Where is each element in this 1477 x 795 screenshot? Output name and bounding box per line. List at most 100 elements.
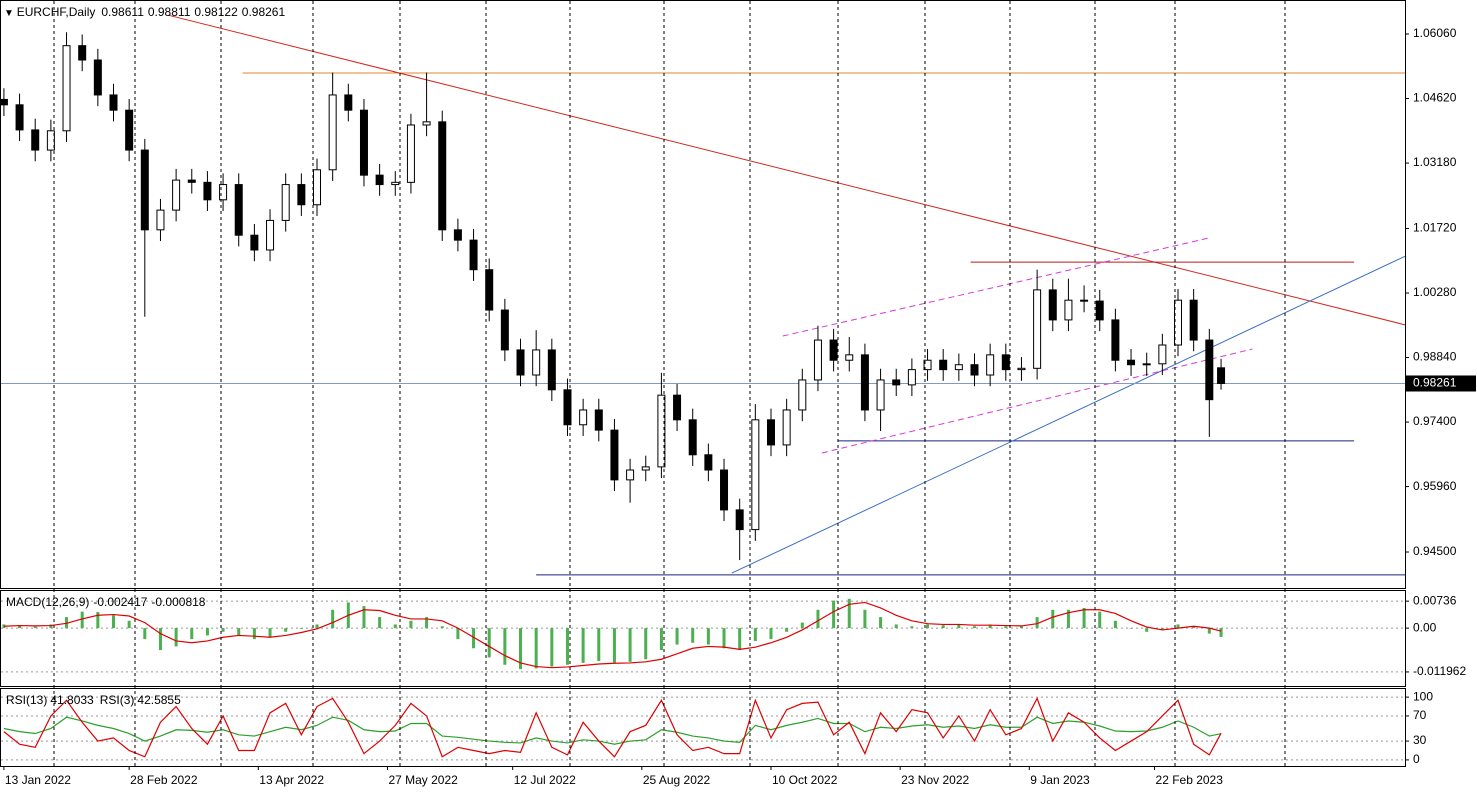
x-tick-label: 10 Oct 2022: [772, 773, 838, 787]
candle-body: [970, 364, 979, 376]
candle-body: [547, 349, 556, 391]
macd-bar: [863, 609, 867, 629]
macd-bar: [158, 628, 162, 651]
macd-bar: [972, 626, 976, 629]
macd-bar: [409, 620, 413, 629]
candle-body: [1080, 299, 1089, 302]
macd-bar: [143, 628, 147, 640]
macd-bar: [1160, 628, 1164, 630]
main-panel: [0, 0, 1406, 589]
macd-bar: [440, 626, 444, 629]
legend-label: RSI(3): [100, 693, 135, 707]
candle-body: [1095, 300, 1104, 321]
candle-body: [391, 181, 400, 186]
y-tick-label: 30: [1413, 733, 1427, 747]
macd-bar: [1192, 626, 1196, 629]
y-tick-label: 1.04620: [1413, 91, 1457, 105]
macd-bar: [519, 628, 523, 670]
candle-body: [939, 359, 948, 371]
macd-bar: [816, 609, 820, 629]
candle-body: [1158, 344, 1167, 365]
macd-bar: [393, 624, 397, 629]
macd-bar: [534, 628, 538, 669]
candle-body: [1064, 299, 1073, 321]
macd-bar: [675, 628, 679, 645]
candle-body: [485, 269, 494, 311]
x-tick-label: 13 Jan 2022: [5, 773, 71, 787]
macd-bar: [331, 609, 335, 629]
candle-body: [469, 239, 478, 271]
macd-bar: [847, 598, 851, 629]
candle-body: [1217, 367, 1226, 384]
macd-bar: [1051, 609, 1055, 629]
trend-line: [731, 255, 1405, 574]
candle-body: [359, 109, 368, 176]
x-tick-label: 27 May 2022: [388, 773, 458, 787]
macd-panel: [0, 590, 1406, 687]
trend-line: [821, 348, 1253, 454]
macd-bar: [362, 606, 366, 629]
candle-body: [626, 469, 635, 481]
macd-bar: [550, 628, 554, 667]
macd-bar: [644, 628, 648, 660]
candle-body: [860, 354, 869, 411]
open-value: 0.98611: [101, 5, 144, 19]
macd-bar: [926, 624, 930, 629]
candle-body: [610, 429, 619, 481]
candle-body: [281, 184, 290, 221]
candle-body: [782, 409, 791, 446]
candle-body: [1001, 354, 1010, 371]
candle-body: [93, 59, 102, 96]
macd-bar: [80, 611, 84, 629]
candle-body: [62, 45, 71, 132]
candle-body: [187, 179, 196, 183]
x-tick-label: 22 Feb 2023: [1156, 773, 1224, 787]
candle-body: [876, 379, 885, 411]
macd-bar: [1098, 611, 1102, 629]
macd-bar: [456, 628, 460, 640]
rsi13-value: 41.8033: [50, 693, 94, 707]
macd-bar: [1207, 628, 1211, 634]
macd-bar: [565, 628, 569, 665]
candle-body: [1127, 359, 1136, 366]
candle-body: [766, 419, 775, 446]
panel-layer: [1, 696, 1405, 761]
macd-bar: [941, 625, 945, 629]
candle-body: [297, 184, 306, 206]
macd-bar: [597, 628, 601, 662]
macd-bar: [299, 628, 303, 629]
macd-bar: [879, 617, 883, 629]
panel-layer: [0, 14, 1405, 576]
candle-body: [375, 174, 384, 186]
candle-body: [1174, 299, 1183, 346]
y-tick-label: -0.011962: [1413, 664, 1466, 678]
candle-body: [1048, 289, 1057, 321]
panel-layer: [1, 598, 1405, 673]
candle-body: [1189, 299, 1198, 341]
y-tick-label: 0.00736: [1413, 593, 1457, 607]
y-tick-label: 70: [1413, 708, 1427, 722]
y-tick-label: 1.06060: [1413, 26, 1457, 40]
candle-body: [954, 364, 963, 371]
candle-body: [125, 109, 134, 151]
macd-bar: [722, 628, 726, 649]
macd-bar: [832, 600, 836, 629]
macd-bar: [205, 628, 209, 636]
rsi3-value: 42.5855: [137, 693, 181, 707]
candle-body: [78, 45, 87, 61]
legend-label: RSI(13): [6, 693, 47, 707]
macd-bar: [65, 617, 69, 629]
macd-bar: [612, 628, 616, 663]
x-tick-label: 9 Jan 2023: [1030, 773, 1090, 787]
macd-bar: [503, 628, 507, 665]
macd-bar: [753, 628, 757, 641]
macd-bar: [1035, 617, 1039, 629]
last-price-box: [1406, 375, 1476, 392]
x-tick-label: 12 Jul 2022: [514, 773, 576, 787]
macd-bar: [1066, 609, 1070, 629]
candle-body: [1111, 319, 1120, 361]
y-tick-label: 0: [1413, 752, 1420, 766]
macd-bar: [252, 628, 256, 640]
macd-bar: [738, 628, 742, 651]
